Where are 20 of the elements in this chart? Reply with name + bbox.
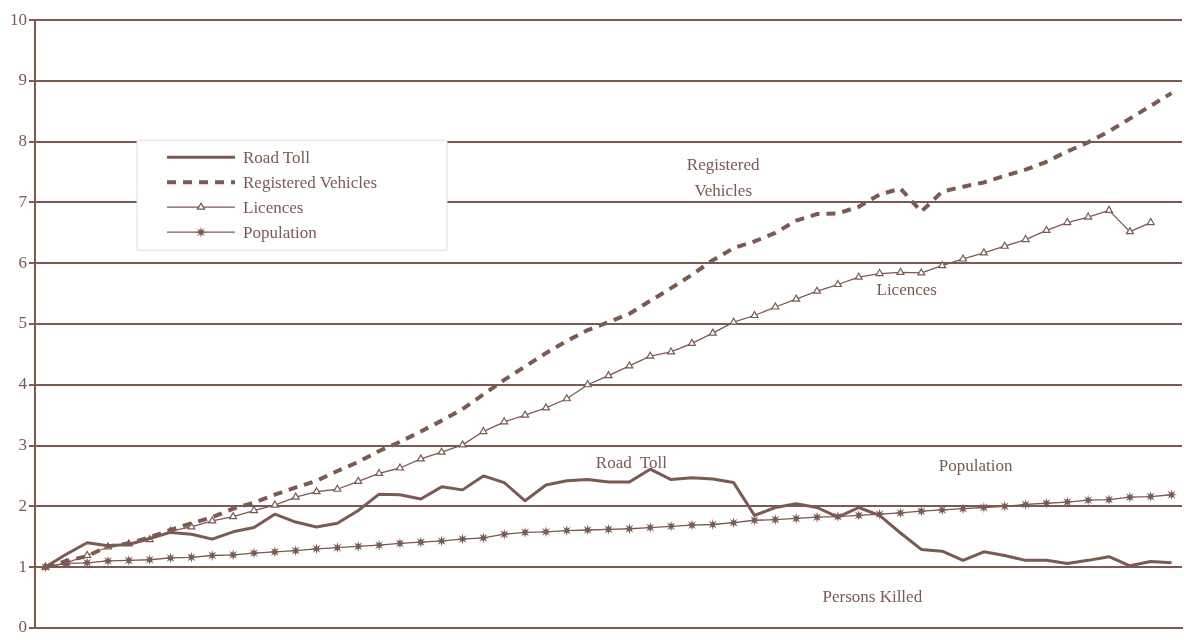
- legend-label: Licences: [243, 197, 304, 217]
- legend-label: Road Toll: [243, 147, 311, 167]
- annotation: Licences: [876, 280, 937, 300]
- y-tick-label: 1: [18, 556, 27, 576]
- y-tick-label: 6: [18, 252, 27, 272]
- y-tick-label: 3: [18, 434, 27, 454]
- legend-label: Registered Vehicles: [243, 172, 378, 192]
- y-tick-label: 5: [18, 313, 27, 333]
- y-tick-label: 0: [18, 617, 27, 637]
- annotation: Persons Killed: [822, 586, 923, 606]
- y-tick-label: 2: [18, 495, 27, 515]
- y-tick-label: 10: [10, 9, 27, 29]
- y-tick-label: 4: [18, 374, 28, 394]
- y-tick-label: 8: [18, 131, 27, 151]
- y-tick-label: 9: [18, 70, 27, 90]
- annotation: Population: [938, 456, 1013, 476]
- annotation: Road Toll: [595, 453, 668, 473]
- annotation: Registered Vehicles: [686, 155, 761, 201]
- y-tick-label: 7: [18, 191, 28, 211]
- legend-label: Population: [243, 222, 318, 242]
